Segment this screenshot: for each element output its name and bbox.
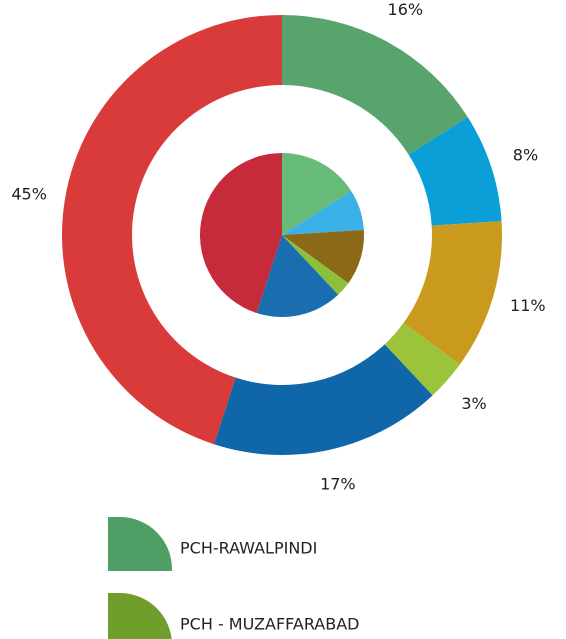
- segment: [282, 191, 364, 235]
- legend-swatch: [108, 517, 172, 571]
- segment: [200, 153, 282, 313]
- segment: [282, 235, 349, 295]
- data-label: 16%: [388, 0, 424, 19]
- data-label: 17%: [320, 474, 356, 493]
- legend-swatch: [108, 593, 172, 639]
- segment: [282, 15, 468, 155]
- segment: [384, 323, 460, 396]
- legend-label: PCH - MUZAFFARABAD: [180, 615, 359, 634]
- segment: [403, 221, 502, 365]
- data-label: 11%: [510, 296, 546, 315]
- data-label: 8%: [513, 145, 538, 164]
- segment: [408, 117, 502, 226]
- data-label: 3%: [461, 394, 486, 413]
- segment: [282, 229, 364, 284]
- segment: [62, 15, 282, 445]
- segment: [282, 153, 352, 235]
- legend-label: PCH-RAWALPINDI: [180, 539, 317, 558]
- segment: [214, 344, 433, 455]
- data-label: 45%: [11, 184, 47, 203]
- segment: [256, 235, 339, 317]
